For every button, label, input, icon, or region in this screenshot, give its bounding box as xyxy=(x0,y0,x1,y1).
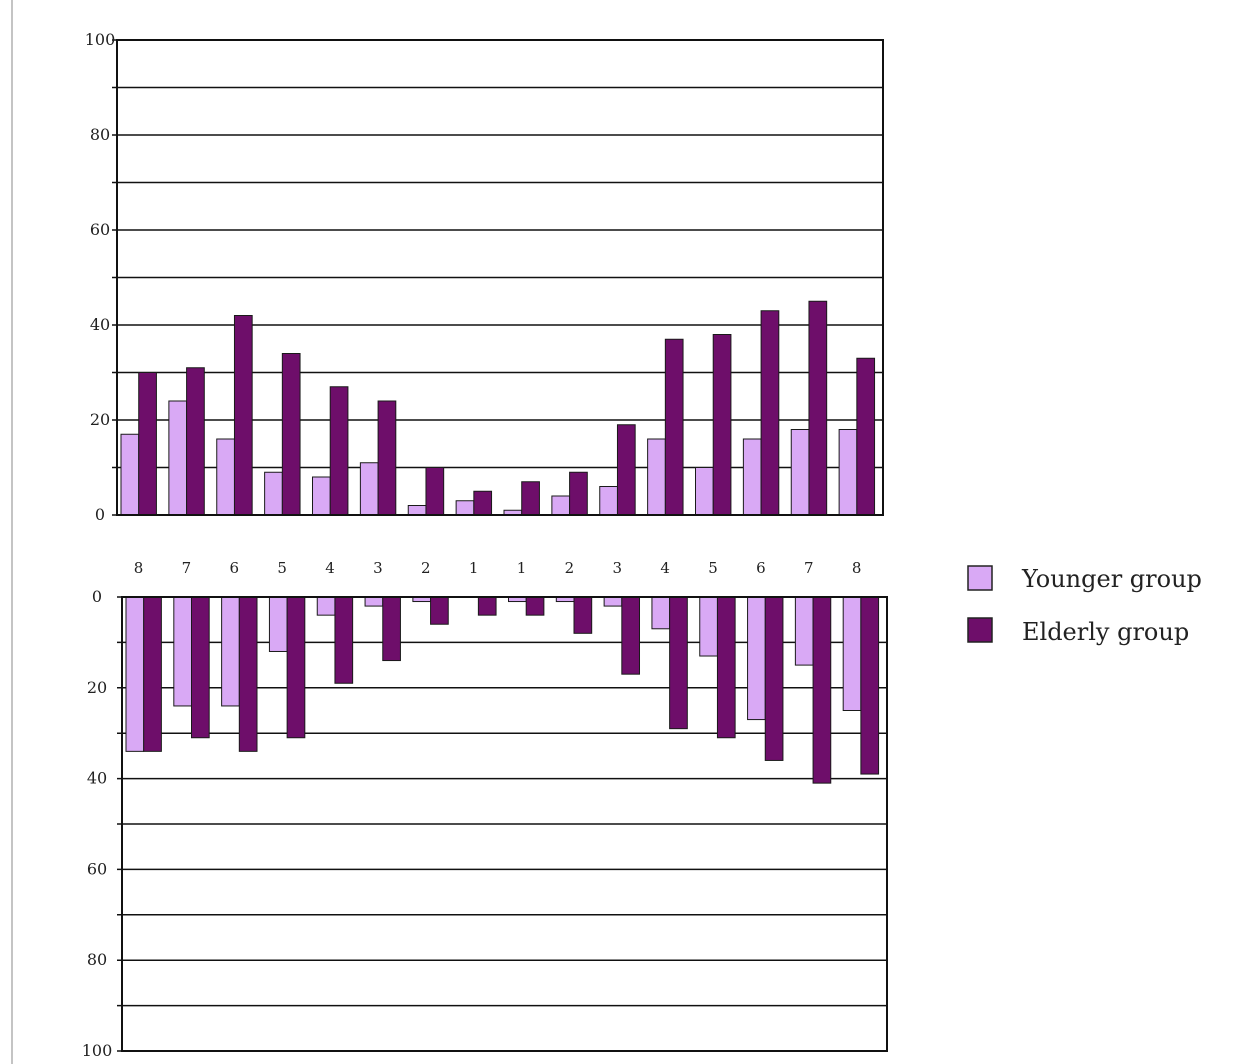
bottom-bar-elderly xyxy=(764,596,784,761)
legend-label-younger: Younger group xyxy=(1021,565,1202,593)
top-bar-younger xyxy=(455,500,475,516)
bottom-bar-younger xyxy=(268,596,288,652)
top-bar-younger xyxy=(742,438,762,516)
bottom-y-tick-label: 0 xyxy=(92,587,102,606)
bottom-bar-younger xyxy=(842,596,862,711)
top-bar-elderly xyxy=(712,334,732,516)
top-bar-younger xyxy=(216,438,235,516)
top-frame xyxy=(116,39,884,516)
bottom-bar-elderly xyxy=(191,596,210,739)
bottom-bar-younger xyxy=(364,596,384,607)
category-label: 6 xyxy=(756,559,766,577)
top-bar-elderly xyxy=(377,400,397,516)
bottom-bar-elderly xyxy=(525,596,545,616)
top-bar-younger xyxy=(407,505,427,516)
legend-label-elderly: Elderly group xyxy=(1022,618,1189,646)
bottom-bar-younger xyxy=(316,596,336,616)
bottom-frame xyxy=(121,596,888,1052)
category-label: 1 xyxy=(469,559,479,577)
top-bar-elderly xyxy=(425,467,445,516)
bottom-bar-elderly xyxy=(382,596,401,662)
top-bar-elderly xyxy=(664,338,684,516)
bottom-y-tick-label: 40 xyxy=(87,769,107,788)
bottom-bar-younger xyxy=(125,596,145,752)
category-label: 2 xyxy=(421,559,431,577)
category-label: 6 xyxy=(230,559,240,577)
bottom-y-tick-label: 100 xyxy=(82,1041,113,1060)
top-y-tick-label: 60 xyxy=(90,220,110,239)
top-bar-younger xyxy=(790,429,810,516)
category-label: 4 xyxy=(660,559,670,577)
legend: Younger group Elderly group xyxy=(967,565,1202,646)
category-label: 7 xyxy=(804,559,814,577)
category-label: 7 xyxy=(182,559,192,577)
top-bar-elderly xyxy=(138,372,157,516)
category-label: 8 xyxy=(852,559,862,577)
bottom-bar-elderly xyxy=(477,596,497,616)
bottom-panel: 0 20 40 60 80 100 xyxy=(82,587,888,1060)
top-bar-younger xyxy=(838,429,858,516)
category-label: 2 xyxy=(565,559,575,577)
bottom-bar-elderly xyxy=(573,596,593,634)
bottom-bar-younger xyxy=(221,596,240,707)
bottom-bar-elderly xyxy=(812,596,832,784)
top-bar-younger xyxy=(359,462,379,516)
top-bar-elderly xyxy=(233,315,253,516)
bottom-bar-elderly xyxy=(621,596,641,675)
category-labels: 8 7 6 5 4 3 2 1 1 2 3 4 5 6 7 8 xyxy=(134,559,862,577)
top-y-tick-label: 80 xyxy=(90,125,110,144)
bottom-bar-elderly xyxy=(860,596,880,775)
bottom-bar-younger xyxy=(747,596,766,721)
bottom-bar-younger xyxy=(794,596,814,666)
bottom-bar-elderly xyxy=(716,596,736,739)
top-bar-younger xyxy=(120,433,140,516)
bottom-y-tick-label: 60 xyxy=(87,859,107,878)
category-label: 8 xyxy=(134,559,144,577)
bottom-bar-younger xyxy=(699,596,718,657)
bottom-bar-elderly xyxy=(143,596,162,752)
top-bar-elderly xyxy=(616,424,636,516)
legend-swatch-elderly xyxy=(967,617,993,643)
top-bar-elderly xyxy=(856,357,876,516)
bottom-bar-elderly xyxy=(238,596,258,752)
bottom-bar-elderly xyxy=(334,596,354,684)
top-panel: 0 20 40 60 80 100 xyxy=(85,30,884,524)
top-bar-younger xyxy=(551,495,571,516)
category-label: 5 xyxy=(277,559,287,577)
top-bar-elderly xyxy=(521,481,540,516)
top-bar-elderly xyxy=(808,300,828,516)
bottom-bar-elderly xyxy=(430,596,449,625)
top-bar-younger xyxy=(168,400,188,516)
top-bar-younger xyxy=(647,438,666,516)
top-bar-younger xyxy=(312,476,331,516)
bottom-bar-younger xyxy=(603,596,623,607)
top-y-tick-label: 100 xyxy=(85,30,116,49)
bottom-y-tick-label: 80 xyxy=(87,950,107,969)
bottom-bar-elderly xyxy=(286,596,306,739)
top-bar-elderly xyxy=(760,310,780,516)
top-bar-elderly xyxy=(186,367,205,516)
top-bar-elderly xyxy=(281,353,301,516)
category-label: 3 xyxy=(373,559,383,577)
top-y-tick-label: 40 xyxy=(90,315,110,334)
category-label: 1 xyxy=(517,559,527,577)
top-y-tick-label: 0 xyxy=(95,505,105,524)
bottom-bar-elderly xyxy=(669,596,688,730)
top-bar-younger xyxy=(264,471,283,516)
category-label: 4 xyxy=(325,559,335,577)
top-bar-elderly xyxy=(569,471,588,516)
bottom-y-tick-label: 20 xyxy=(87,678,107,697)
category-label: 5 xyxy=(708,559,718,577)
top-bar-elderly xyxy=(329,386,349,516)
bottom-bar-younger xyxy=(173,596,193,707)
category-label: 3 xyxy=(613,559,623,577)
legend-swatch-younger xyxy=(967,565,993,591)
top-y-tick-label: 20 xyxy=(90,410,110,429)
bottom-bar-younger xyxy=(651,596,671,630)
top-bar-elderly xyxy=(473,490,493,516)
top-bar-younger xyxy=(599,486,618,516)
top-bar-younger xyxy=(695,467,714,516)
